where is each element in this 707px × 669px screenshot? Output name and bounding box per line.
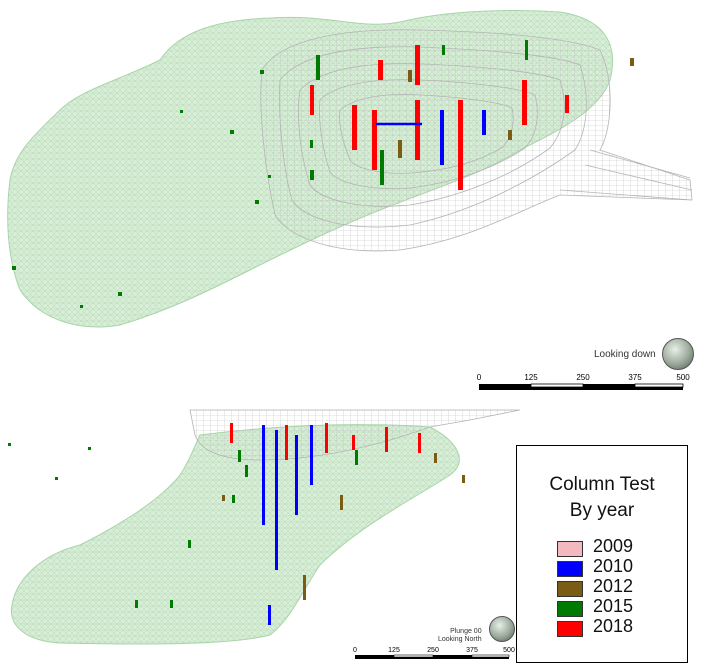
drill-holes-plan — [12, 40, 634, 308]
legend-swatch — [557, 621, 583, 637]
plan-view — [7, 9, 693, 328]
drillhole-2012 — [508, 130, 512, 140]
drillhole-2015 — [238, 450, 241, 462]
legend-swatch — [557, 541, 583, 557]
drillhole-2010 — [440, 110, 444, 165]
drillhole-2015 — [260, 70, 264, 74]
drillhole-2018 — [325, 423, 328, 453]
drillhole-2010 — [482, 110, 486, 135]
drillhole-2018 — [352, 435, 355, 450]
legend-subtitle: By year — [569, 500, 635, 521]
drillhole-2015 — [316, 55, 320, 80]
drillhole-2015 — [310, 140, 313, 148]
drillhole-2012 — [630, 58, 634, 66]
drillhole-2015 — [180, 110, 183, 113]
drillhole-2018 — [372, 110, 377, 170]
drillhole-2015 — [188, 540, 191, 548]
ore-body-section — [10, 424, 460, 645]
section-scale-bar: 0 125 250 375 500 — [353, 647, 515, 659]
drillhole-2018 — [415, 100, 420, 160]
legend-swatch — [557, 601, 583, 617]
drillhole-2015 — [525, 40, 528, 60]
compass-icon — [489, 616, 515, 642]
legend-item-label: 2015 — [593, 596, 634, 616]
legend-item-label: 2010 — [593, 556, 634, 576]
scale-tick-label: 125 — [388, 647, 400, 654]
scale-tick-label: 250 — [576, 373, 590, 382]
drillhole-2015 — [442, 45, 445, 55]
scale-tick-label: 500 — [503, 647, 515, 654]
drillhole-2010 — [275, 430, 278, 570]
drillhole-2015 — [268, 175, 271, 178]
legend-swatch — [557, 561, 583, 577]
legend-item-label: 2012 — [593, 576, 634, 596]
scale-tick-label: 0 — [353, 647, 357, 654]
drillhole-2015 — [135, 600, 138, 608]
scale-tick-label: 0 — [477, 373, 482, 382]
section-caption-plunge: Plunge 00 — [450, 628, 482, 635]
scale-tick-label: 125 — [524, 373, 538, 382]
drillhole-2015 — [55, 477, 58, 480]
drillhole-2018 — [522, 80, 527, 125]
drillhole-2015 — [310, 170, 314, 180]
drillhole-2018 — [385, 427, 388, 452]
drillhole-2012 — [398, 140, 402, 158]
drillhole-2015 — [12, 266, 16, 270]
drillhole-2015 — [88, 447, 91, 450]
drillhole-2012 — [434, 453, 437, 463]
section-caption-direction: Looking North — [438, 636, 482, 643]
compass-icon — [662, 338, 694, 370]
drillhole-2018 — [415, 45, 420, 85]
drillhole-2018 — [230, 423, 233, 443]
drillhole-2015 — [232, 495, 235, 503]
scale-tick-label: 375 — [466, 647, 478, 654]
legend-title: Column Test — [549, 474, 655, 495]
drillhole-2012 — [408, 70, 412, 82]
drillhole-2018 — [310, 85, 314, 115]
drill-holes-section — [8, 423, 465, 625]
section-view — [8, 409, 521, 645]
drillhole-2018 — [565, 95, 569, 113]
drillhole-2010 — [262, 425, 265, 525]
drillhole-2012 — [340, 495, 343, 510]
legend-item-label: 2009 — [593, 536, 634, 556]
drillhole-2015 — [355, 450, 358, 465]
scale-tick-label: 375 — [628, 373, 642, 382]
drillhole-2015 — [245, 465, 248, 477]
drillhole-2010 — [295, 435, 298, 515]
plan-scale-bar: 0 125 250 375 500 — [477, 373, 690, 390]
drillhole-2012 — [303, 575, 306, 600]
drillhole-2015 — [230, 130, 234, 134]
legend-swatch — [557, 581, 583, 597]
drillhole-2015 — [118, 292, 122, 296]
drillhole-2018 — [458, 100, 463, 190]
drillhole-2015 — [80, 305, 83, 308]
drillhole-2015 — [170, 600, 173, 608]
drillhole-2012 — [462, 475, 465, 483]
plan-view-caption: Looking down — [594, 349, 656, 360]
scale-tick-label: 250 — [427, 647, 439, 654]
drillhole-2015 — [380, 150, 384, 185]
drillhole-2018 — [352, 105, 357, 150]
drillhole-2015 — [8, 443, 11, 446]
pit-shell-plan — [260, 29, 693, 252]
scale-tick-label: 500 — [676, 373, 690, 382]
section-view-caption: Plunge 00 Looking North — [438, 628, 482, 644]
drillhole-2018 — [285, 425, 288, 460]
drillhole-2010 — [268, 605, 271, 625]
drillhole-2010 — [310, 425, 313, 485]
drillhole-2018 — [378, 60, 383, 80]
drillhole-2012 — [222, 495, 225, 501]
legend: Column Test By year 2009 2010 2012 2015 … — [516, 445, 688, 663]
drillhole-2018 — [418, 433, 421, 453]
drillhole-2015 — [255, 200, 259, 204]
legend-item-label: 2018 — [593, 616, 634, 636]
